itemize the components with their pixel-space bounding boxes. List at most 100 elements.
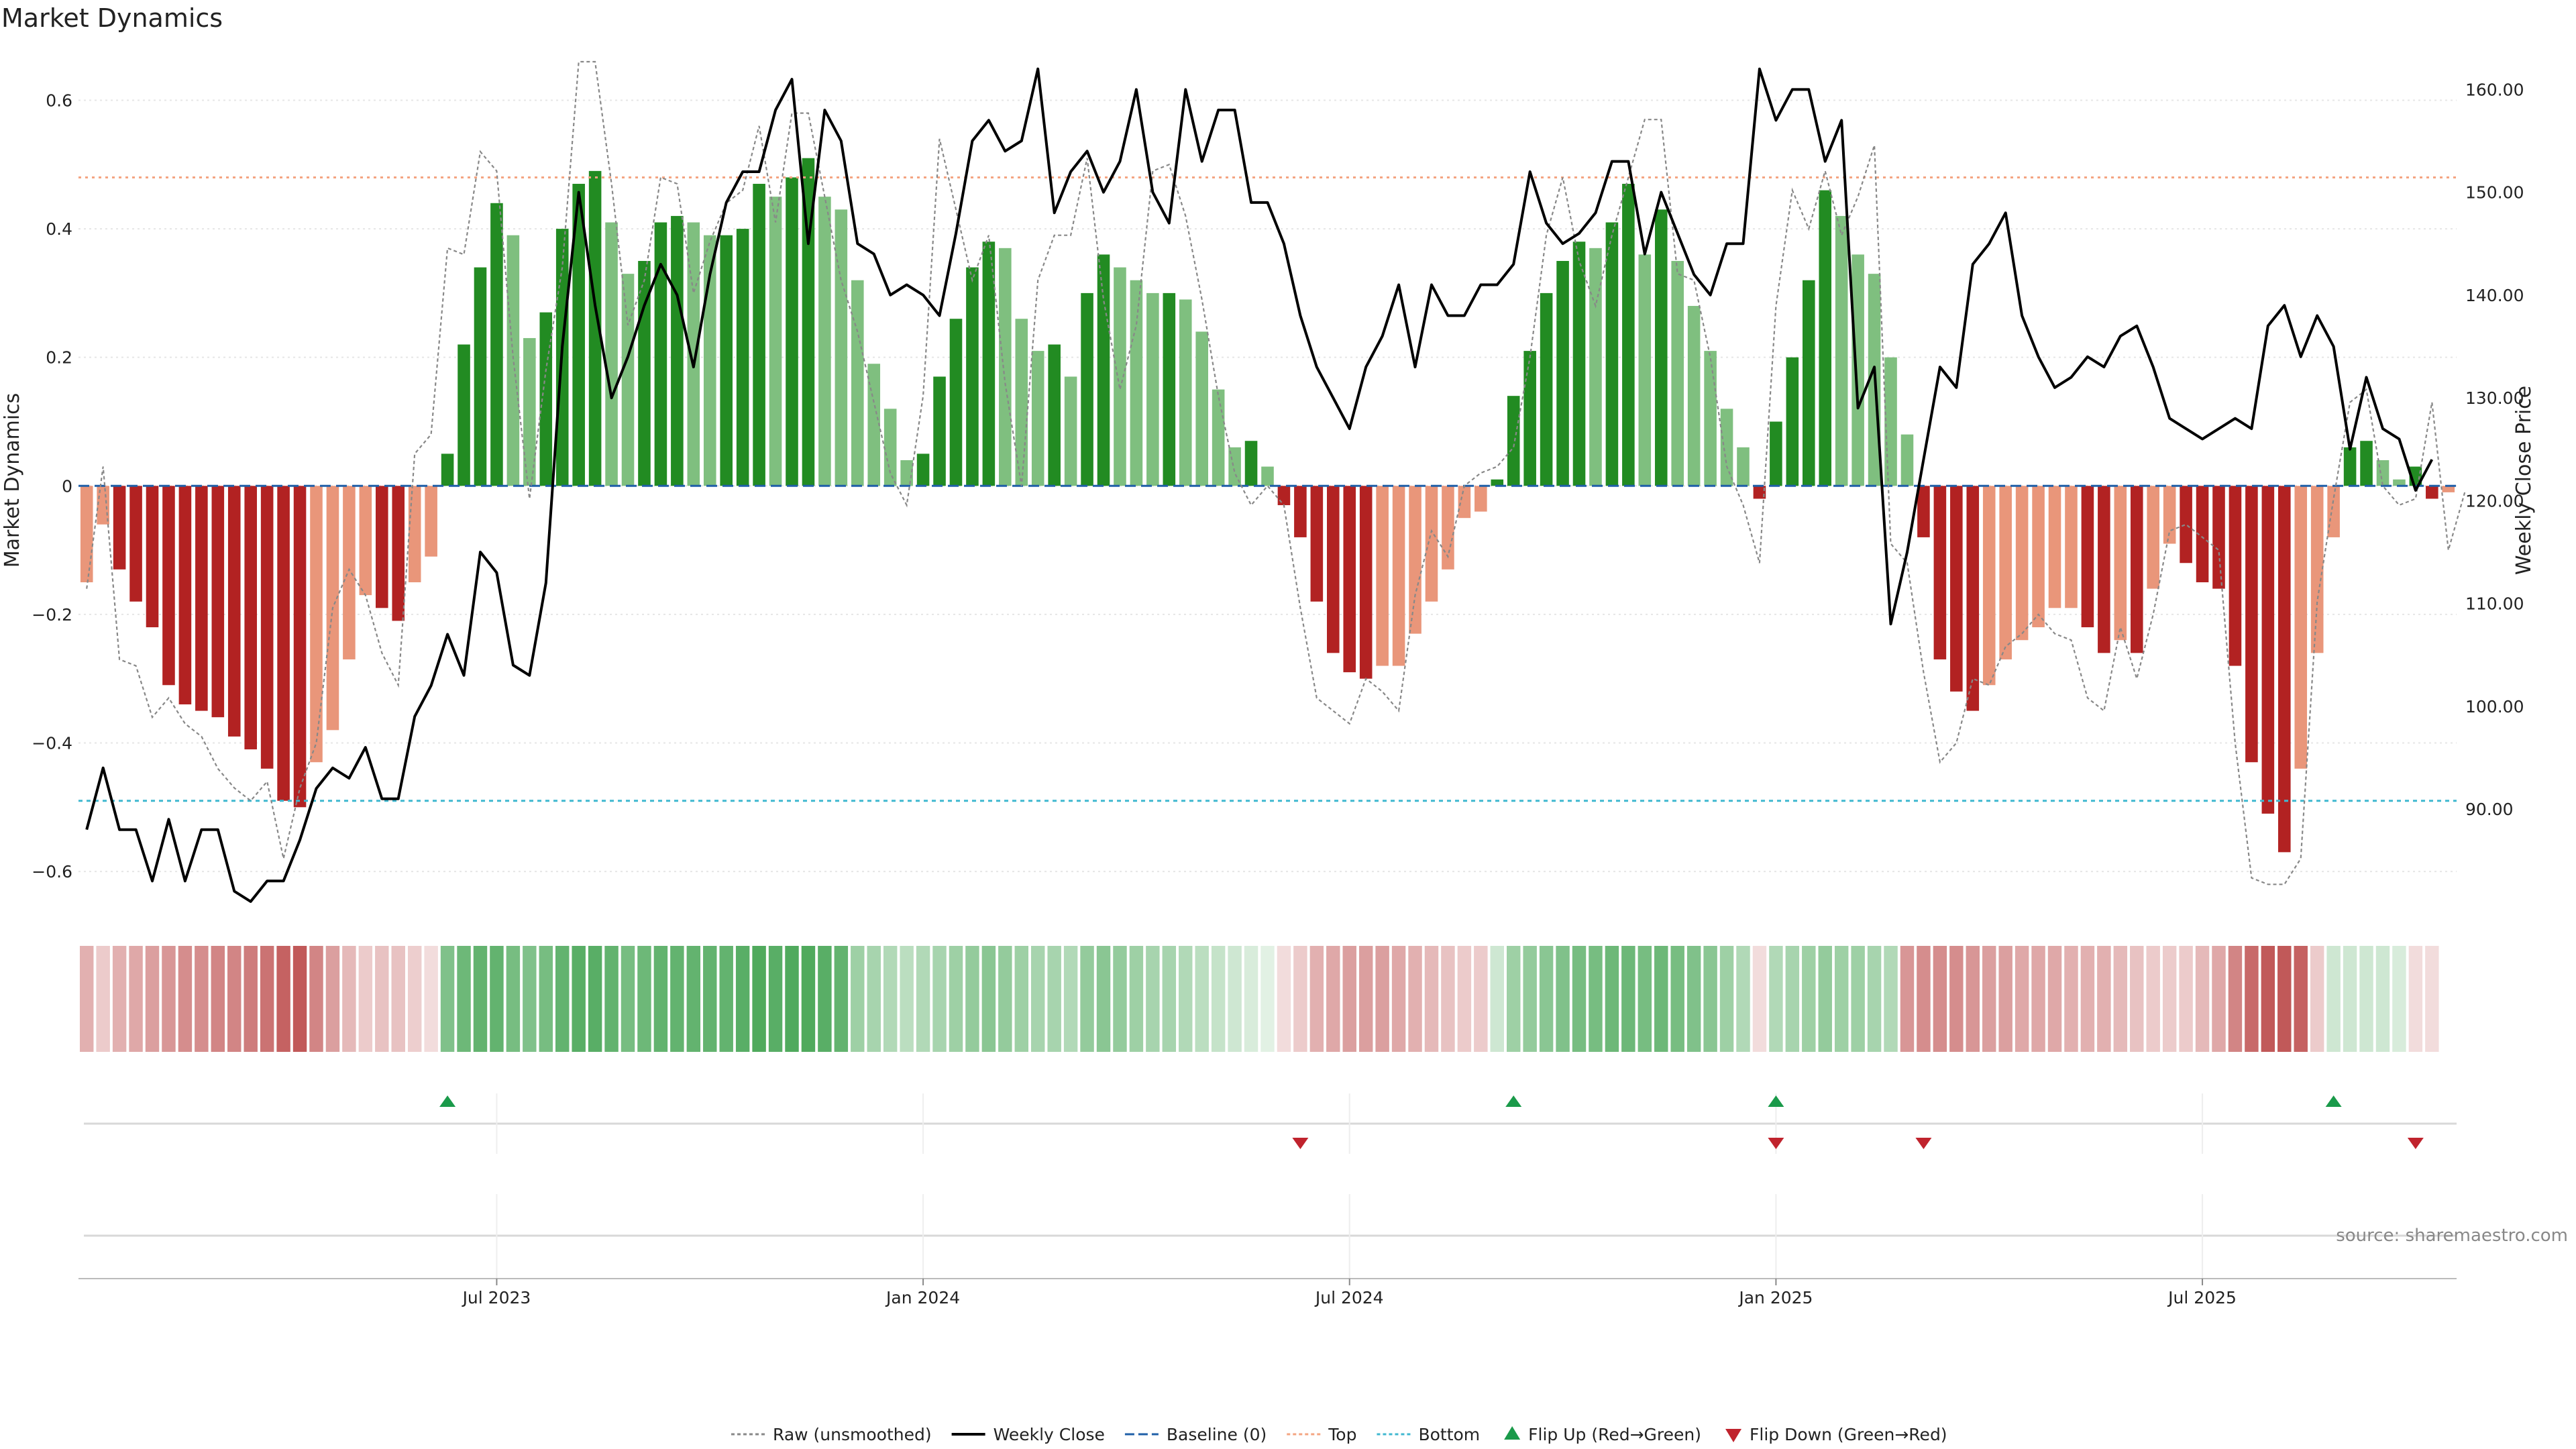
reference-lines	[78, 176, 2457, 802]
y-right-tick-label: 90.00	[2465, 800, 2514, 819]
legend-item: Bottom	[1377, 1425, 1480, 1444]
legend-item: Weekly Close	[951, 1425, 1105, 1444]
heat-strip-cell	[703, 946, 717, 1052]
heat-strip-cell	[276, 946, 290, 1052]
heat-strip-cell	[1195, 946, 1209, 1052]
heat-strip-cell	[1490, 946, 1504, 1052]
dynamics-bar	[1097, 254, 1110, 486]
legend-label: Weekly Close	[994, 1425, 1105, 1444]
heat-strip-cell	[637, 946, 651, 1052]
heat-strip-cell	[1408, 946, 1422, 1052]
heat-strip-cell	[2277, 946, 2292, 1052]
dynamics-bar	[1687, 306, 1701, 486]
heat-strip-cell	[2080, 946, 2095, 1052]
legend-label: Baseline (0)	[1167, 1425, 1267, 1444]
heat-strip-cell	[555, 946, 570, 1052]
heat-strip-cell	[309, 946, 323, 1052]
dynamics-bar	[999, 248, 1012, 486]
y-right-tick-label: 130.00	[2465, 388, 2524, 408]
dynamics-bar	[1392, 486, 1405, 666]
heat-strip-cell	[2245, 946, 2259, 1052]
dynamics-bar	[720, 235, 733, 486]
heat-strip-cell	[1474, 946, 1488, 1052]
dynamics-bar	[2343, 447, 2357, 486]
dynamics-bar	[1163, 292, 1176, 486]
dynamics-bar	[80, 486, 93, 582]
dynamics-bar	[1244, 441, 1258, 486]
heat-strip-cell	[1719, 946, 1734, 1052]
dynamics-bar	[572, 184, 585, 486]
y-right-axis-title: Weekly Close Price	[2512, 386, 2536, 575]
heat-strip-cell	[2343, 946, 2357, 1052]
dynamics-bar	[195, 486, 208, 711]
dynamics-bar	[2032, 486, 2045, 628]
heat-strip-cell	[752, 946, 766, 1052]
dynamics-bar	[1327, 486, 1340, 653]
heat-strip-cell	[670, 946, 684, 1052]
heat-strip-cell	[735, 946, 750, 1052]
dynamics-bar	[1605, 222, 1619, 486]
y-right-tick-label: 160.00	[2465, 80, 2524, 99]
dynamics-bar	[933, 376, 946, 486]
legend-item: Flip Down (Green→Red)	[1725, 1425, 1947, 1444]
heat-strip-cell	[1654, 946, 1668, 1052]
heat-strip-cell	[1162, 946, 1177, 1052]
heat-strip-cell	[1834, 946, 1849, 1052]
dynamics-bar	[2196, 486, 2209, 582]
dynamics-bar	[2327, 486, 2340, 537]
raw-unsmoothed-line	[86, 60, 2466, 885]
heat-strip-cell	[1113, 946, 1127, 1052]
y-left-tick-label: −0.2	[32, 605, 72, 625]
heat-strip-cell	[932, 946, 947, 1052]
heat-strip-cell	[342, 946, 356, 1052]
dynamics-bar	[1589, 248, 1602, 486]
dynamics-bar	[2147, 486, 2159, 589]
dynamics-bar	[310, 486, 323, 763]
heat-strip-cell	[539, 946, 553, 1052]
flip-down-marker	[2407, 1138, 2424, 1149]
dynamics-bar	[1572, 241, 1586, 486]
heat-strip-cell	[523, 946, 537, 1052]
heat-strip	[80, 946, 2439, 1052]
x-tick-label: Jul 2025	[2167, 1288, 2237, 1307]
dynamics-bar	[851, 280, 864, 486]
dynamics-bar	[1195, 331, 1208, 486]
dynamics-bar	[916, 453, 930, 486]
heat-strip-cell	[407, 946, 422, 1052]
heat-strip-cell	[2310, 946, 2324, 1052]
heat-strip-cell	[1884, 946, 1898, 1052]
dynamics-bar	[1376, 486, 1389, 666]
dynamics-bar	[835, 209, 848, 486]
y-left-tick-label: −0.6	[32, 862, 72, 881]
flip-up-marker	[2325, 1095, 2342, 1107]
heat-strip-cell	[1998, 946, 2012, 1052]
dynamics-bar	[1786, 357, 1799, 486]
x-tick-label: Jul 2024	[1314, 1288, 1384, 1307]
dynamics-bar	[523, 337, 536, 486]
y-left-tick-label: −0.4	[32, 733, 72, 753]
heat-strip-cell	[2162, 946, 2177, 1052]
dynamics-bar	[1770, 421, 1782, 486]
legend-swatch	[1725, 1429, 1742, 1442]
dynamics-bar	[2048, 486, 2061, 608]
heat-strip-cell	[1851, 946, 1865, 1052]
dynamics-bar	[227, 486, 241, 737]
dynamics-bar	[2114, 486, 2127, 641]
heat-strip-cell	[834, 946, 849, 1052]
dynamics-bar	[588, 170, 602, 486]
heat-strip-cell	[490, 946, 504, 1052]
y-left-axis-title: Market Dynamics	[1, 393, 24, 568]
dynamics-bar	[605, 222, 618, 486]
heat-strip-cell	[1621, 946, 1635, 1052]
flip-markers-panel	[84, 1093, 2457, 1278]
dynamics-bar	[982, 241, 996, 486]
dynamics-bar	[671, 215, 684, 486]
flip-up-marker	[1505, 1095, 1522, 1107]
dynamics-bar	[786, 177, 798, 486]
dynamics-bar	[2015, 486, 2029, 641]
dynamics-bar	[818, 197, 831, 486]
heat-strip-cell	[604, 946, 619, 1052]
heat-strip-cell	[1129, 946, 1144, 1052]
heat-strip-cell	[916, 946, 930, 1052]
heat-strip-cell	[506, 946, 521, 1052]
